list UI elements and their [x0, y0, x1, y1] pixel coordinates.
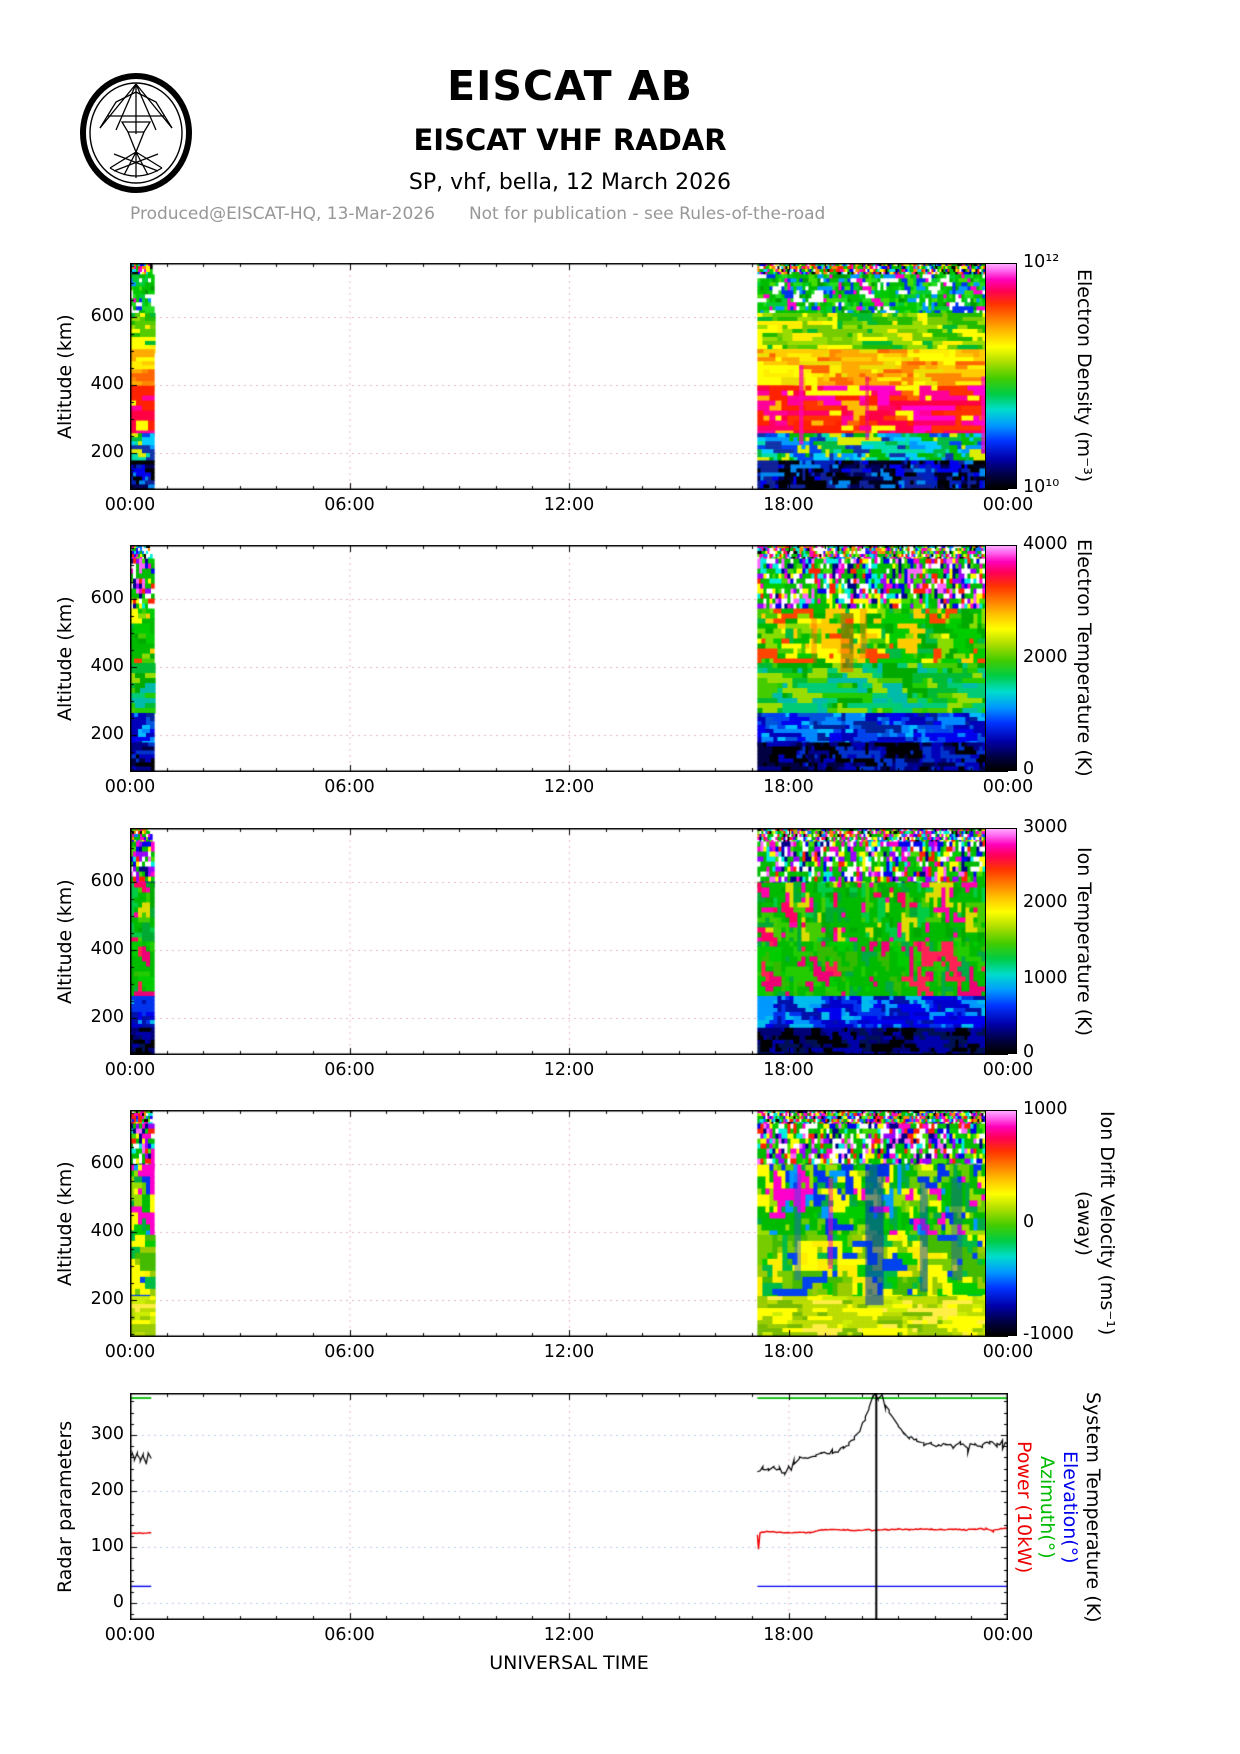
y-tick-label: 200: [90, 724, 124, 744]
colorbar-title-main: Ion Drift Velocity (ms⁻¹): [1096, 1110, 1118, 1336]
x-tick-label: 06:00: [324, 777, 375, 797]
legend-azimuth: Azimuth(°): [1036, 1455, 1058, 1559]
panel-ion-temperature: Altitude (km) 600 400 200 3000 2000 1000…: [0, 817, 1240, 1080]
panel-electron-density: Altitude (km) 600 400 200 10¹² 10¹⁰ Elec…: [0, 252, 1240, 515]
colorbar-title: Electron Temperature (K): [1073, 539, 1095, 777]
y-tick-label: 200: [90, 1007, 124, 1027]
colorbar-title: Electron Density (m⁻³): [1073, 269, 1095, 483]
colorbar-title-away: (away): [1073, 1190, 1095, 1256]
colorbar-tick-label: 3000: [1023, 817, 1068, 837]
colorbar-tick-label: 1000: [1023, 1099, 1068, 1119]
x-tick-label: 18:00: [763, 1625, 814, 1645]
y-tick-label: 600: [90, 1153, 124, 1173]
x-tick-label: 00:00: [982, 1060, 1034, 1080]
x-tick-label: 06:00: [324, 1625, 375, 1645]
y-tick-label: 200: [90, 1480, 124, 1500]
y-tick-label: 600: [90, 306, 124, 326]
x-tick-label: 18:00: [763, 495, 814, 515]
colorbar-title: Ion Temperature (K): [1073, 846, 1095, 1036]
y-tick-label: 400: [90, 374, 124, 394]
x-tick-label: 18:00: [763, 1342, 814, 1362]
y-tick-label: 400: [90, 939, 124, 959]
x-tick-label: 12:00: [543, 495, 595, 515]
x-tick-label: 12:00: [543, 777, 595, 797]
y-tick-label: 200: [90, 442, 124, 462]
colorbar-tick-label: 0: [1023, 1042, 1035, 1062]
experiment-line: SP, vhf, bella, 12 March 2026: [408, 170, 732, 195]
produced-line: Produced@EISCAT-HQ, 13-Mar-2026 Not for …: [130, 204, 1030, 224]
x-tick-label: 06:00: [324, 1060, 375, 1080]
panel-electron-temperature: Altitude (km) 600 400 200 4000 2000 0 El…: [0, 534, 1240, 797]
colorbar-electron-temperature: [985, 545, 1017, 771]
colorbar-tick-label: 2000: [1023, 892, 1068, 912]
x-tick-label: 00:00: [982, 777, 1034, 797]
heatmap-electron-temperature: [130, 545, 1008, 772]
x-tick-label: 00:00: [104, 1342, 156, 1362]
page-title: EISCAT AB: [447, 62, 693, 110]
colorbar-tick-label: 0: [1023, 1212, 1035, 1232]
page-subtitle: EISCAT VHF RADAR: [413, 123, 727, 157]
x-tick-label: 18:00: [763, 1060, 814, 1080]
heatmap-electron-density: [130, 263, 1008, 490]
colorbar-title: Ion Drift Velocity (ms⁻¹) (away): [1072, 1073, 1118, 1373]
heatmap-ion-drift-velocity: [130, 1110, 1008, 1337]
colorbar-electron-density: [985, 263, 1017, 489]
panel-ion-drift-velocity: Altitude (km) 600 400 200 1000 0 -1000 I…: [0, 1099, 1240, 1362]
colorbar-tick-label: 10¹⁰: [1023, 477, 1060, 497]
y-tick-label: 600: [90, 588, 124, 608]
produced-right: Not for publication - see Rules-of-the-r…: [468, 204, 826, 224]
legend-elevation: Elevation(°): [1059, 1450, 1081, 1564]
x-tick-label: 00:00: [982, 495, 1034, 515]
produced-left: Produced@EISCAT-HQ, 13-Mar-2026: [130, 204, 435, 224]
legend-power: Power (10kW): [1013, 1440, 1035, 1574]
y-tick-label: 400: [90, 1221, 124, 1241]
y-tick-label: 300: [90, 1424, 124, 1444]
x-tick-label: 06:00: [324, 495, 375, 515]
colorbar-ion-drift-velocity: [985, 1110, 1017, 1336]
line-chart-radar-parameters: [130, 1393, 1008, 1620]
x-tick-label: 00:00: [982, 1625, 1034, 1645]
x-tick-label: 00:00: [104, 495, 156, 515]
x-tick-label: 00:00: [982, 1342, 1034, 1362]
colorbar-tick-label: 1000: [1023, 968, 1068, 988]
radar-parameters-legend: System Temperature (K) Elevation(°) Azim…: [1012, 1381, 1104, 1633]
colorbar-tick-label: -1000: [1023, 1324, 1074, 1344]
x-tick-label: 18:00: [763, 777, 814, 797]
legend-system-temperature: System Temperature (K): [1082, 1391, 1104, 1623]
colorbar-tick-label: 0: [1023, 759, 1035, 779]
y-tick-label: 100: [90, 1536, 124, 1556]
panel-radar-parameters: Radar parameters 300 200 100 0 System Te…: [0, 1392, 1240, 1645]
eiscat-logo: [80, 73, 192, 193]
x-axis-title: UNIVERSAL TIME: [489, 1652, 649, 1674]
x-tick-label: 12:00: [543, 1342, 595, 1362]
y-tick-label: 200: [90, 1289, 124, 1309]
y-tick-label: 600: [90, 871, 124, 891]
x-tick-label: 06:00: [324, 1342, 375, 1362]
colorbar-tick-label: 2000: [1023, 647, 1068, 667]
x-tick-label: 00:00: [104, 1060, 156, 1080]
colorbar-tick-label: 10¹²: [1023, 252, 1060, 272]
x-tick-label: 12:00: [543, 1060, 595, 1080]
x-tick-label: 12:00: [543, 1625, 595, 1645]
x-tick-label: 00:00: [104, 1625, 156, 1645]
x-tick-label: 00:00: [104, 777, 156, 797]
heatmap-ion-temperature: [130, 828, 1008, 1055]
colorbar-tick-label: 4000: [1023, 534, 1068, 554]
y-tick-label: 0: [112, 1592, 124, 1612]
colorbar-ion-temperature: [985, 828, 1017, 1054]
y-tick-label: 400: [90, 656, 124, 676]
